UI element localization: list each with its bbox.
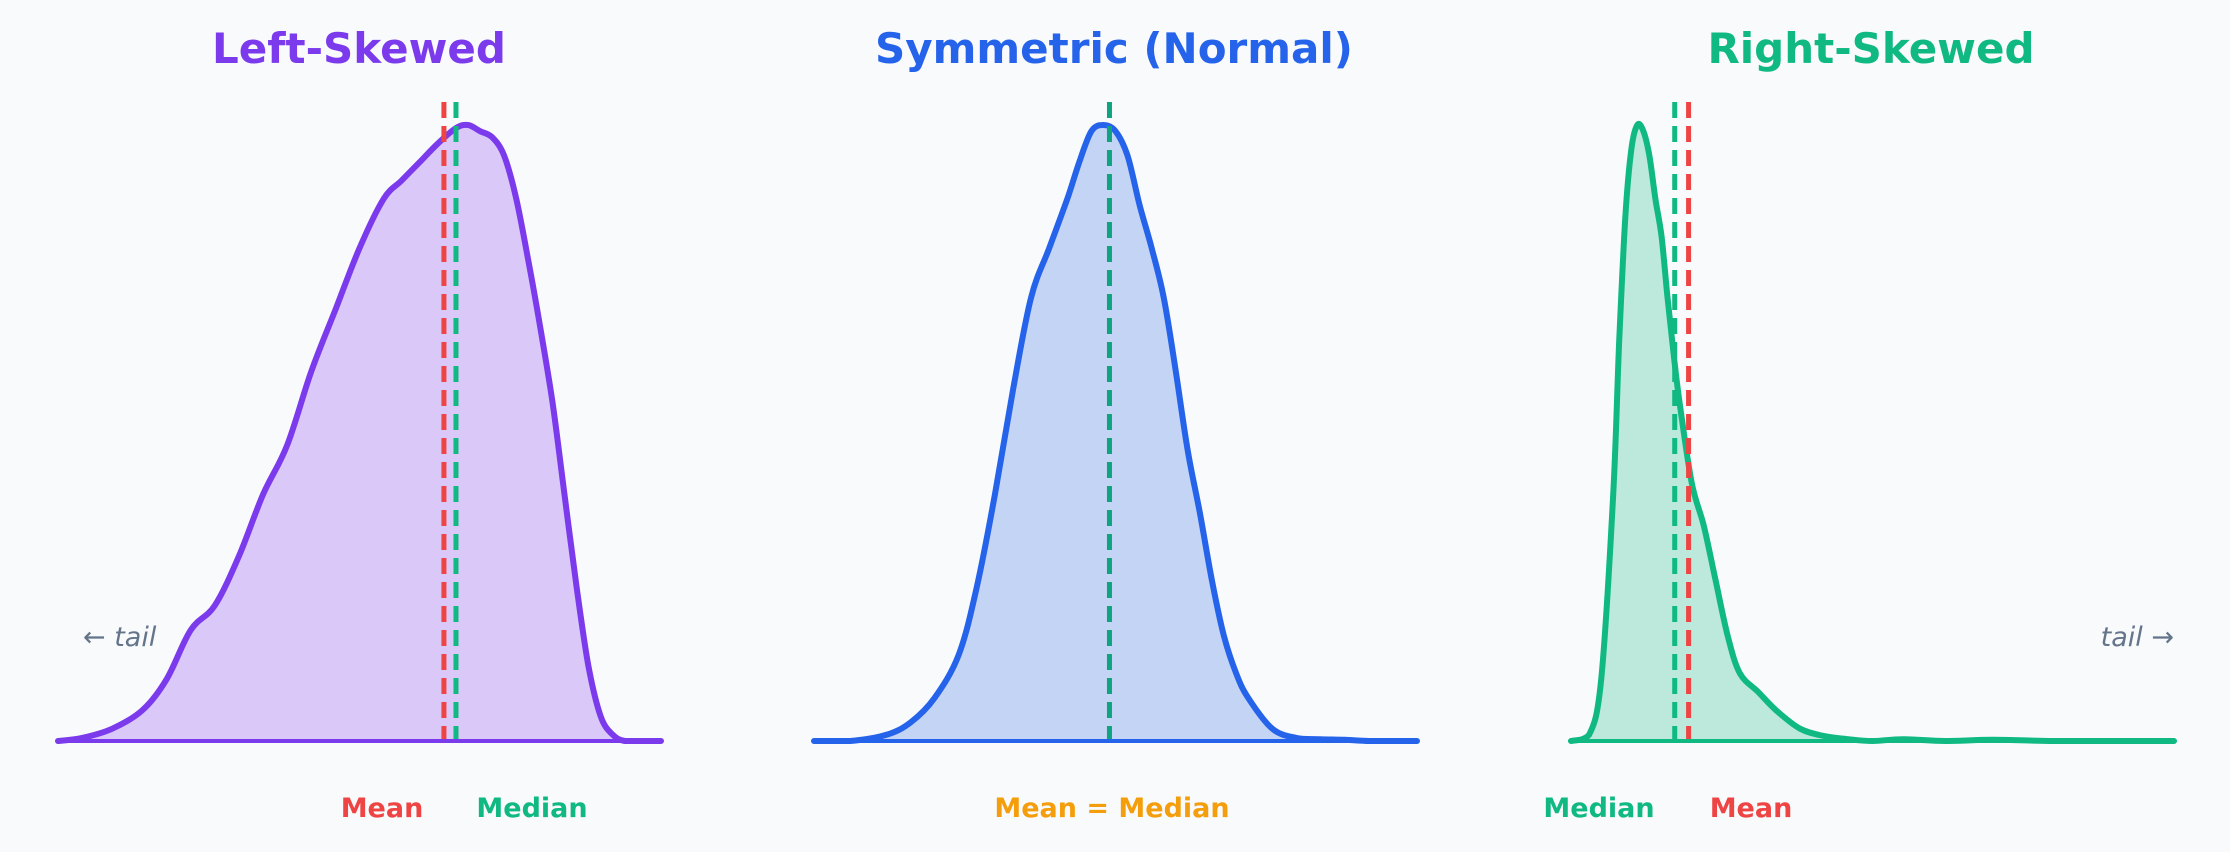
- median-label-right: Median: [1543, 793, 1654, 824]
- panel-title-right: Right-Skewed: [1707, 24, 2034, 73]
- panel-title-center: Symmetric (Normal): [875, 24, 1353, 73]
- panel-right-skewed: Right-Skewed Median Mean tail →: [1543, 24, 2177, 824]
- density-area-right: [1571, 123, 2174, 741]
- density-area-center: [814, 125, 1417, 741]
- density-curve-left: [55, 121, 664, 744]
- tail-label-right: tail →: [2101, 622, 2174, 653]
- panel-symmetric: Symmetric (Normal) Mean = Median: [811, 24, 1420, 824]
- density-curve-center: [811, 122, 1420, 744]
- panel-left-skewed: Left-Skewed Mean Median ← tail: [55, 24, 664, 824]
- mean-label-right: Mean: [1710, 793, 1793, 824]
- mean-label-left: Mean: [341, 793, 424, 824]
- tail-label-left: ← tail: [83, 622, 157, 653]
- mean-equals-median-label: Mean = Median: [994, 793, 1229, 824]
- density-area-left: [58, 124, 661, 741]
- median-label-left: Median: [476, 793, 587, 824]
- panel-title-left: Left-Skewed: [212, 24, 506, 73]
